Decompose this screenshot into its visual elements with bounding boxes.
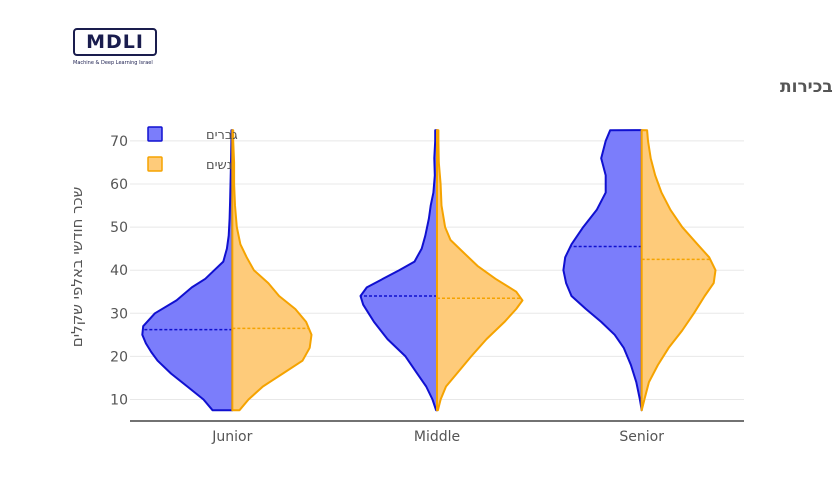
violins: [141, 129, 717, 412]
y-tick-label: 20: [110, 349, 128, 365]
violin-positive-junior[interactable]: [231, 129, 313, 412]
logo-subtitle: Machine & Deep Learning Israel: [73, 60, 153, 66]
y-axis-ticks: 10 20 30 40 50 60 70: [110, 134, 128, 409]
x-tick-label: Junior: [211, 429, 252, 445]
chart-title: שכר לפי מגדר ורמת בכירות: [780, 77, 837, 97]
y-tick-label: 40: [110, 263, 128, 279]
legend-swatch: [147, 156, 163, 172]
violin-negative-middle[interactable]: [359, 129, 438, 412]
legend[interactable]: גברים נשים: [147, 126, 238, 173]
mdli-logo: MDLI Machine & Deep Learning Israel: [73, 28, 159, 66]
legend-label[interactable]: נשים: [206, 158, 232, 173]
y-tick-label: 70: [110, 134, 128, 150]
violin-negative-senior[interactable]: [562, 129, 643, 412]
x-tick-label: Senior: [619, 429, 664, 445]
violin-positive-senior[interactable]: [640, 129, 717, 412]
violin-negative-junior[interactable]: [141, 129, 234, 412]
y-tick-label: 60: [110, 177, 128, 193]
x-axis-ticks: Junior Middle Senior: [211, 429, 664, 445]
y-axis-label: שכר חודשי באלפי שקלים: [68, 187, 86, 347]
y-tick-label: 50: [110, 220, 128, 236]
y-tick-label: 30: [110, 306, 128, 322]
logo-box: MDLI: [73, 28, 157, 56]
logo-text: MDLI: [86, 31, 144, 53]
violin-positive-middle[interactable]: [436, 129, 524, 412]
x-tick-label: Middle: [414, 429, 460, 445]
legend-label[interactable]: גברים: [206, 128, 238, 143]
y-tick-label: 10: [110, 392, 128, 408]
legend-swatch: [147, 126, 163, 142]
